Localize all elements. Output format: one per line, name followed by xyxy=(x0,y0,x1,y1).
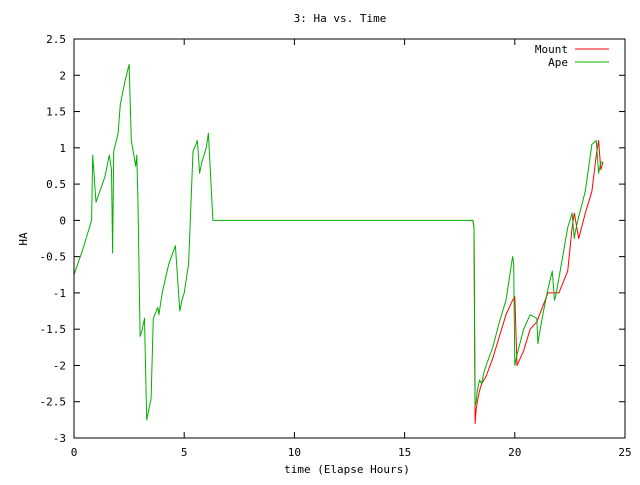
y-tick-label: 0.5 xyxy=(46,178,66,191)
x-tick-label: 5 xyxy=(181,446,188,459)
y-tick-label: 1.5 xyxy=(46,106,66,119)
series-line-ape xyxy=(73,63,603,421)
x-tick-label: 20 xyxy=(508,446,521,459)
series-layer xyxy=(73,63,604,424)
legend-label-mount: Mount xyxy=(535,43,568,56)
y-tick-label: -2 xyxy=(53,359,66,372)
x-axis-label: time (Elapse Hours) xyxy=(284,463,410,476)
y-tick-label: -3 xyxy=(53,432,66,445)
tick-layer: 0 5 10 15 20 25 2.5 2 1.5 1 0.5 0 -0.5 -1 -1.5 -2 -2.5 -3 xyxy=(40,33,632,459)
chart-title: 3: Ha vs. Time xyxy=(294,12,387,25)
y-tick-label: -2.5 xyxy=(40,396,67,409)
y-tick-label: 2 xyxy=(59,69,66,82)
y-axis-label: HA xyxy=(17,232,30,246)
y-tick-label: -0.5 xyxy=(40,251,67,264)
series-line-mount xyxy=(470,140,604,424)
x-tick-label: 0 xyxy=(71,446,78,459)
y-tick-label: -1 xyxy=(53,287,66,300)
plot-frame xyxy=(73,38,626,439)
x-tick-label: 25 xyxy=(618,446,631,459)
x-tick-label: 10 xyxy=(288,446,301,459)
x-tick-label: 15 xyxy=(398,446,411,459)
y-tick-label: 1 xyxy=(59,142,66,155)
legend-label-ape: Ape xyxy=(548,56,568,69)
y-tick-label: 2.5 xyxy=(46,33,66,46)
y-tick-label: -1.5 xyxy=(40,323,67,336)
y-tick-label: 0 xyxy=(59,214,66,227)
